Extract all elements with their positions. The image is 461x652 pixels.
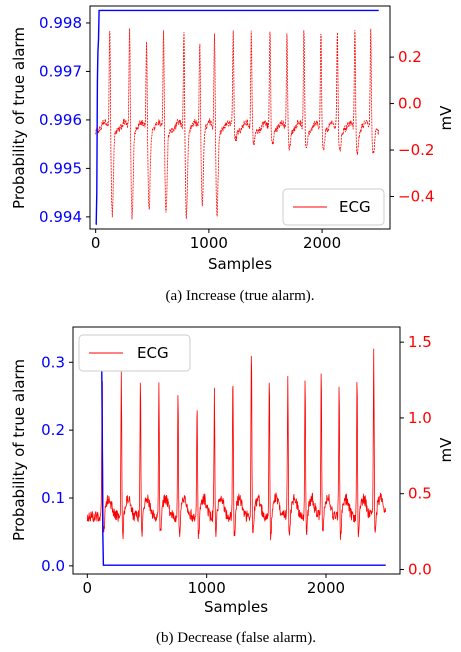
left-tick-label: 0.995 xyxy=(39,159,82,177)
chart-b-legend: ECG xyxy=(78,334,191,372)
left-tick-label: 0.2 xyxy=(41,421,65,439)
chart-a-left-axis: 0.994 0.995 0.996 0.997 0.998 xyxy=(39,14,90,226)
left-tick-label: 0.998 xyxy=(39,14,82,32)
right-tick-label: 0.2 xyxy=(398,48,422,66)
x-tick-label: 2000 xyxy=(303,234,341,252)
right-tick-label: 0.0 xyxy=(408,560,432,578)
chart-b-right-axis-label: mV xyxy=(437,437,455,463)
chart-a: 0 1000 2000 0.994 0.995 0.996 0.997 0.998 −0.4… xyxy=(10,5,455,304)
chart-b-legend-box xyxy=(78,334,191,372)
left-tick-label: 0.1 xyxy=(41,489,65,507)
chart-a-legend-ecg-label: ECG xyxy=(339,198,371,216)
left-tick-label: 0.0 xyxy=(41,557,65,575)
chart-a-probability-series xyxy=(95,9,379,225)
probability-line xyxy=(95,9,379,225)
chart-a-frame xyxy=(89,5,391,230)
right-tick-label: −0.4 xyxy=(398,187,434,205)
left-tick-label: 0.994 xyxy=(39,208,82,226)
chart-b-right-axis: 0.0 0.5 1.0 1.5 xyxy=(400,333,432,578)
chart-a-plot-area xyxy=(89,5,391,230)
chart-b-left-axis: 0.0 0.1 0.2 0.3 xyxy=(41,353,73,575)
chart-a-legend-box xyxy=(282,188,385,226)
chart-b-probability-series xyxy=(100,341,386,566)
left-tick-label: 0.3 xyxy=(41,353,65,371)
x-tick-label: 2000 xyxy=(307,579,345,597)
chart-a-legend: ECG xyxy=(282,188,385,226)
ecg-line xyxy=(95,28,379,220)
chart-a-x-axis: 0 1000 2000 xyxy=(91,229,341,252)
x-tick-label: 0 xyxy=(91,234,101,252)
chart-b-ecg-series xyxy=(86,348,386,541)
chart-a-x-axis-label: Samples xyxy=(208,255,272,273)
ecg-line xyxy=(86,348,386,541)
x-tick-label: 1000 xyxy=(190,234,228,252)
chart-b-plot-area xyxy=(72,326,401,575)
chart-a-caption: (a) Increase (true alarm). xyxy=(165,288,314,304)
chart-a-ecg-series xyxy=(95,28,379,220)
chart-a-right-axis-label: mV xyxy=(437,105,455,131)
chart-b: 0 1000 2000 0.0 0.1 0.2 0.3 0.0 0.5 1.0 1.5 Samp… xyxy=(10,326,455,646)
x-tick-label: 0 xyxy=(83,579,93,597)
chart-b-left-axis-label: Probability of true alarm xyxy=(10,359,28,541)
chart-b-legend-ecg-label: ECG xyxy=(137,344,169,362)
right-tick-label: −0.2 xyxy=(398,141,434,159)
right-tick-label: 1.0 xyxy=(408,409,432,427)
left-tick-label: 0.997 xyxy=(39,62,82,80)
x-tick-label: 1000 xyxy=(188,579,226,597)
chart-b-x-axis-label: Samples xyxy=(204,598,268,616)
chart-a-right-axis: −0.4 −0.2 0.0 0.2 xyxy=(390,48,434,205)
right-tick-label: 1.5 xyxy=(408,333,432,351)
left-tick-label: 0.996 xyxy=(39,111,82,129)
chart-b-frame xyxy=(72,326,401,575)
right-tick-label: 0.5 xyxy=(408,485,432,503)
right-tick-label: 0.0 xyxy=(398,95,422,113)
probability-line xyxy=(100,341,386,566)
chart-b-caption: (b) Decrease (false alarm). xyxy=(156,630,316,646)
chart-a-left-axis-label: Probability of true alarm xyxy=(10,27,28,209)
chart-b-x-axis: 0 1000 2000 xyxy=(83,574,345,597)
